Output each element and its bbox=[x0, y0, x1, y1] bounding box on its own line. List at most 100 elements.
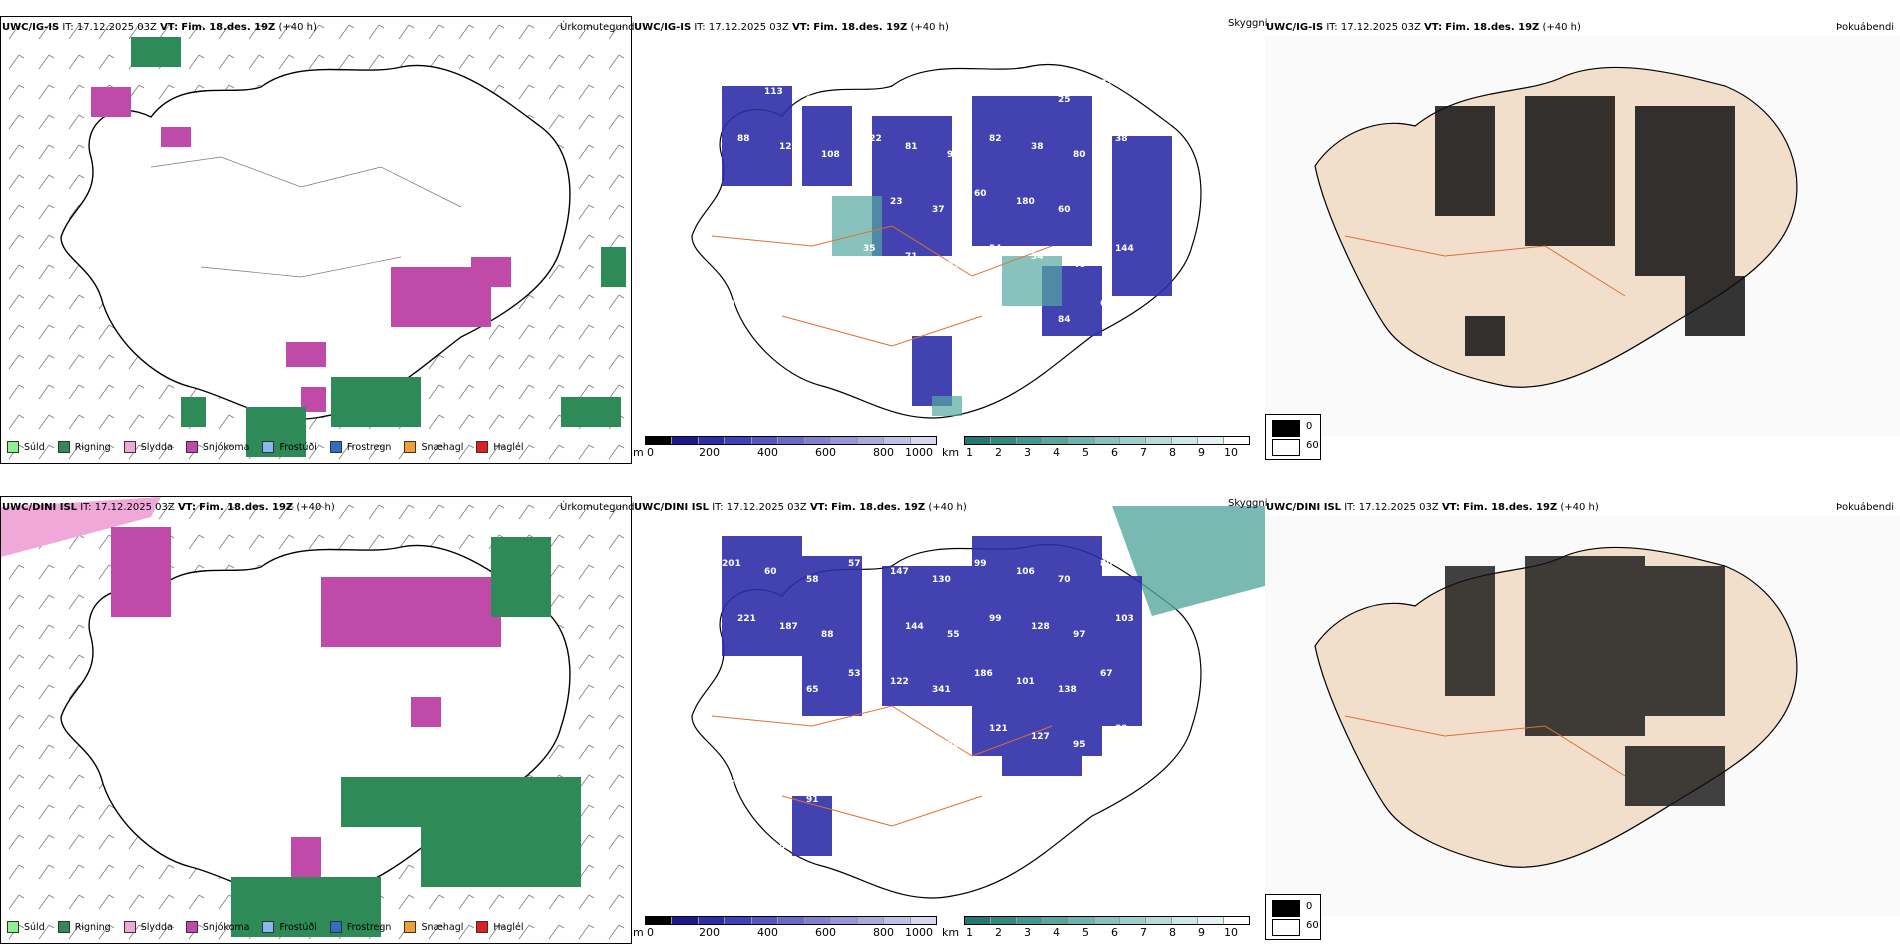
cloud-base-label: 43 bbox=[821, 260, 834, 270]
cloud-base-label: 105 bbox=[764, 787, 783, 797]
cloud-base-label: 83 bbox=[1016, 87, 1029, 97]
iceland-outline bbox=[60, 64, 571, 420]
fog-high-swatch bbox=[1272, 900, 1300, 917]
it-value: 17.12.2025 03Z bbox=[708, 22, 789, 33]
cb-cell bbox=[698, 437, 726, 444]
legend-item: Súld bbox=[7, 441, 45, 453]
fog-map-row1 bbox=[1265, 36, 1900, 436]
panel-variable-fog-row2: Þokuábendi bbox=[1836, 502, 1895, 513]
cb-cell bbox=[646, 437, 673, 444]
fog-low-label: 60 bbox=[1306, 920, 1319, 931]
it-value: 17.12.2025 03Z bbox=[76, 22, 157, 33]
cloud-base-label: 40 bbox=[1073, 260, 1086, 270]
tick: 1000 bbox=[905, 446, 933, 459]
legend-item: Snjókoma bbox=[185, 921, 250, 933]
cloud-base-label: 87 bbox=[848, 779, 861, 789]
panel-title-row1-vis: UWC/IG-IS IT: 17.12.2025 03Z VT: Fim. 18… bbox=[634, 22, 949, 34]
lead-time: (+40 h) bbox=[278, 22, 317, 33]
legend-item: Rigning bbox=[57, 921, 111, 933]
cloud-base-label: 89 bbox=[1115, 724, 1128, 734]
tick: 600 bbox=[815, 446, 836, 459]
swatch-sleet bbox=[123, 921, 136, 933]
cloud-base-labels-row1: 101 113 90 106 10 103 98 83 25 82 88 12 108 122 81 91 82… bbox=[722, 79, 1134, 325]
swatch-hail bbox=[476, 921, 489, 933]
cloud-base-colorbar-row2: m 0 200 400 600 800 1000 bbox=[633, 916, 938, 940]
cloud-base-label: 82 bbox=[989, 134, 1002, 144]
cb-cell bbox=[910, 437, 936, 444]
cloud-base-label: 37 bbox=[932, 205, 945, 215]
tick: 400 bbox=[757, 926, 778, 939]
vis-cell bbox=[1042, 917, 1069, 924]
cloud-base-label: 10 bbox=[890, 87, 903, 97]
cloud-base-label: 55 bbox=[737, 834, 750, 844]
cloud-base-label: 25 bbox=[1058, 95, 1071, 105]
cloud-base-label: 103 bbox=[1115, 614, 1134, 624]
cloud-base-label: 101 bbox=[722, 79, 741, 89]
cb-cell bbox=[672, 917, 699, 924]
it-label: IT: bbox=[62, 22, 74, 33]
legend-label: Slydda bbox=[140, 441, 173, 453]
it-label: IT: bbox=[1344, 502, 1356, 513]
legend-label: Frostregn bbox=[346, 441, 392, 453]
cloud-base-label: 23 bbox=[890, 197, 903, 207]
tick: 0 bbox=[647, 446, 654, 459]
tick: 7 bbox=[1140, 926, 1147, 939]
cloud-base-label: 67 bbox=[848, 299, 861, 309]
it-value: 17.12.2025 03Z bbox=[94, 502, 175, 513]
fog-panel-row1 bbox=[1265, 16, 1900, 464]
cloud-base-label: 127 bbox=[806, 205, 825, 215]
vt-value: Fim. 18.des. 19Z bbox=[831, 502, 926, 513]
fog-low-label: 60 bbox=[1306, 440, 1319, 451]
vis-cell bbox=[1094, 917, 1121, 924]
swatch-rain bbox=[57, 441, 70, 453]
legend-label: Rigning bbox=[74, 441, 111, 453]
vis-cell bbox=[965, 437, 991, 444]
tick: 1000 bbox=[905, 926, 933, 939]
vt-value: Fim. 18.des. 19Z bbox=[199, 502, 294, 513]
fog-map-row2 bbox=[1265, 516, 1900, 916]
tick: 3 bbox=[1024, 926, 1031, 939]
tick: 7 bbox=[1140, 446, 1147, 459]
tick: 1 bbox=[966, 926, 973, 939]
cloud-base-label: 95 bbox=[806, 315, 819, 325]
cloud-base-label: 88 bbox=[821, 630, 834, 640]
cloud-base-label: 80 bbox=[1100, 559, 1113, 569]
panel-variable-vis-row2: Skyggni bbox=[1228, 498, 1268, 509]
tick: 4 bbox=[1053, 926, 1060, 939]
cloud-base-colorbar-row1: m 0 200 400 600 800 1000 bbox=[633, 436, 938, 460]
cloud-base-label: 127 bbox=[1031, 732, 1050, 742]
cloud-base-label: 144 bbox=[1115, 244, 1134, 254]
vis-cell bbox=[1146, 437, 1173, 444]
cb-cell bbox=[857, 437, 885, 444]
cloud-base-label: 98 bbox=[722, 779, 735, 789]
cloud-base-label: 91 bbox=[947, 150, 960, 160]
cloud-base-label: 121 bbox=[989, 724, 1008, 734]
tick: 9 bbox=[1198, 446, 1205, 459]
cb-cell bbox=[884, 437, 911, 444]
cloud-base-label: 74 bbox=[821, 740, 834, 750]
cloud-base-label: 122 bbox=[863, 134, 882, 144]
swatch-snow-pellets bbox=[404, 921, 417, 933]
legend-label: Súld bbox=[24, 441, 45, 453]
cloud-base-label: 138 bbox=[1058, 685, 1077, 695]
model-name: UWC/IG-IS bbox=[634, 22, 692, 33]
legend-item: Haglél bbox=[476, 441, 524, 453]
tick: 200 bbox=[699, 446, 720, 459]
fog-panel-row2 bbox=[1265, 496, 1900, 944]
legend-label: Snjókoma bbox=[202, 921, 250, 933]
cloud-base-labels-row2: 201 60 58 57 147 130 99 106 70 80 221 187 88 66 144 55 9… bbox=[722, 559, 1134, 852]
cb-cell bbox=[698, 917, 726, 924]
model-name: UWC/DINI ISL bbox=[2, 502, 78, 513]
it-label: IT: bbox=[1326, 22, 1338, 33]
cb-cell bbox=[778, 437, 805, 444]
cb-cell bbox=[831, 437, 858, 444]
legend-item: Súld bbox=[7, 921, 45, 933]
visibility-colorbar-row2: km 1 2 3 4 5 6 7 8 9 10 bbox=[942, 916, 1252, 940]
precip-legend-row2: Súld Rigning Slydda Snjókoma Frostúði Fr… bbox=[7, 921, 537, 933]
cb-cell bbox=[751, 437, 779, 444]
lead-time: (+40 h) bbox=[296, 502, 335, 513]
vis-cell bbox=[965, 917, 991, 924]
it-value: 17.12.2025 03Z bbox=[1358, 502, 1439, 513]
legend-item: Frostregn bbox=[329, 441, 392, 453]
cloud-base-label: 55 bbox=[947, 630, 960, 640]
